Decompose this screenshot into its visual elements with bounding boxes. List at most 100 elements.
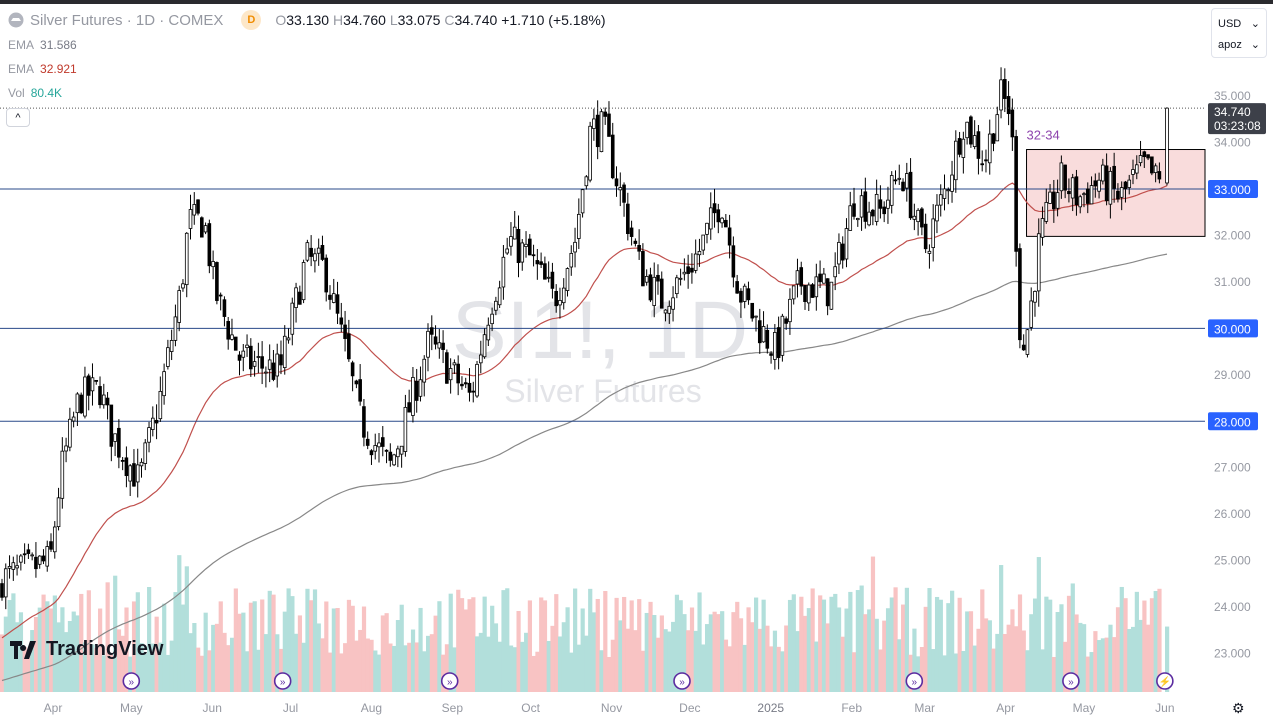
candle-body	[746, 288, 751, 301]
event-circle	[1156, 672, 1174, 690]
lightning-event-icon[interactable]: ⚡	[1156, 672, 1174, 690]
volume-bar	[983, 618, 989, 692]
delayed-badge[interactable]: D	[241, 10, 262, 30]
candle-body	[37, 555, 42, 565]
candle-body	[795, 270, 800, 285]
volume-bar	[471, 597, 476, 692]
volume-bar	[878, 649, 883, 692]
volume-bar	[478, 632, 483, 692]
candle-body	[833, 266, 837, 278]
volume-bar	[569, 652, 574, 692]
candle-body	[316, 247, 321, 254]
candle-body	[226, 321, 231, 340]
open-label: O	[275, 12, 287, 28]
candle-body	[663, 309, 668, 314]
scale-label: apoz	[1218, 38, 1242, 51]
tradingview-logo[interactable]: TradingView	[10, 638, 163, 661]
volume-bar	[791, 594, 796, 692]
rollover-event-icon[interactable]: »	[1062, 672, 1080, 690]
candle-body	[810, 284, 815, 298]
ema-slow-legend[interactable]: EMA 31.586	[8, 38, 77, 52]
volume-bar	[893, 587, 898, 692]
rollover-event-icon[interactable]: »	[440, 672, 459, 690]
candle-body	[852, 203, 856, 217]
candle-body	[501, 256, 506, 288]
candle-body	[30, 554, 34, 557]
chart-settings-icon[interactable]: ⚙	[1232, 700, 1245, 716]
candle-body	[912, 215, 917, 220]
candle-body	[147, 427, 151, 443]
volume-bar	[1051, 656, 1057, 692]
rollover-event-icon[interactable]: »	[905, 672, 924, 690]
candle-body	[64, 445, 68, 452]
candle-body	[52, 526, 57, 553]
volume-bar	[904, 587, 909, 692]
volume-bar	[772, 630, 778, 692]
volume-bar	[1010, 609, 1015, 692]
currency-unit-selector[interactable]: USD ⌄ apoz ⌄	[1211, 8, 1267, 58]
volume-bar	[433, 615, 438, 692]
candle-body	[565, 268, 570, 291]
candle-body	[1048, 191, 1052, 204]
ema-fast-legend[interactable]: EMA 32.921	[8, 62, 77, 76]
volume-bar	[855, 590, 860, 692]
volume-bar	[260, 599, 265, 692]
y-tick-label: 23.000	[1214, 647, 1251, 661]
volume-bar	[173, 592, 178, 692]
volume-bar	[946, 603, 951, 692]
candle-body	[328, 294, 332, 300]
volume-bar	[840, 636, 845, 692]
volume-bar	[407, 642, 412, 692]
ema-label: EMA	[8, 62, 35, 76]
candle-body	[705, 222, 709, 235]
candle-body	[675, 277, 679, 295]
candle-body	[543, 263, 547, 280]
volume-bar	[369, 639, 374, 692]
volume-bar	[354, 640, 359, 692]
event-circle	[273, 672, 292, 690]
y-tick-label: 24.000	[1214, 600, 1251, 614]
rollover-event-icon[interactable]: »	[673, 672, 691, 690]
volume-bar	[852, 652, 857, 692]
volume-bar	[689, 607, 695, 692]
candle-body	[22, 553, 27, 556]
volume-bar	[950, 590, 955, 692]
candle-body	[1127, 179, 1132, 188]
candle-body	[987, 133, 992, 164]
candle-body	[512, 226, 517, 240]
volume-bar	[727, 646, 732, 692]
volume-bar	[1108, 624, 1113, 692]
candle-body	[1040, 218, 1045, 238]
candle-body	[1025, 329, 1030, 355]
volume-bar	[45, 601, 50, 692]
currency-select[interactable]: USD ⌄	[1218, 13, 1260, 34]
candle-body	[727, 227, 732, 246]
volume-bar	[976, 628, 981, 692]
volume-bar	[301, 642, 306, 692]
rollover-event-icon[interactable]: »	[122, 672, 141, 690]
volume-bar	[972, 645, 977, 692]
volume-legend[interactable]: Vol 80.4K	[8, 86, 62, 100]
volume-bar	[527, 600, 532, 692]
volume-bar	[113, 575, 118, 692]
candle-body	[539, 261, 543, 265]
collapse-legend-button[interactable]: ^	[6, 108, 30, 127]
volume-bar	[109, 654, 114, 692]
symbol-title[interactable]: Silver Futures · 1D · COMEX	[30, 11, 224, 29]
ema-slow-value: 31.586	[40, 38, 77, 52]
candle-body	[610, 134, 615, 179]
candle-body	[109, 404, 114, 447]
candle-body	[1138, 155, 1143, 164]
candle-body	[467, 382, 472, 393]
candle-body	[1108, 170, 1113, 205]
candle-body	[448, 368, 453, 381]
volume-bar	[995, 633, 1000, 692]
candle-body	[429, 327, 434, 335]
currency-label: USD	[1218, 17, 1242, 30]
scale-select[interactable]: apoz ⌄	[1218, 34, 1260, 55]
candle-body	[724, 219, 728, 228]
rollover-event-icon[interactable]: »	[273, 672, 292, 690]
candle-body	[995, 114, 1000, 142]
candle-body	[569, 253, 574, 268]
